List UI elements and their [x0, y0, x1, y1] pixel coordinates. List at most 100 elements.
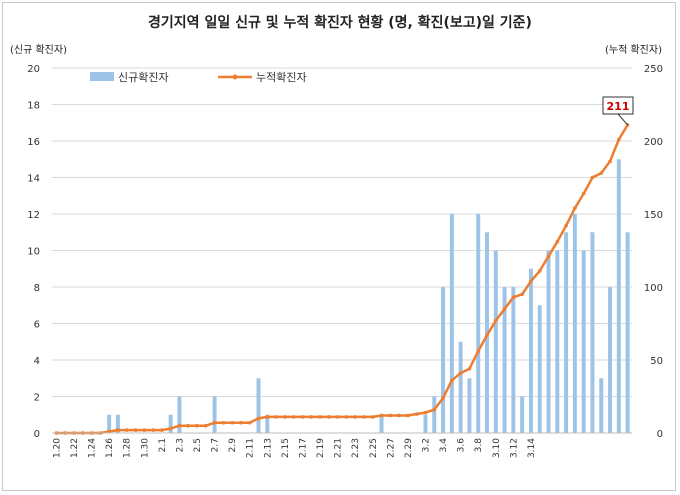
- y-axis-left-label: (신규 확진자): [10, 45, 67, 56]
- line-point: [564, 223, 568, 228]
- line-point: [493, 318, 498, 323]
- bar: [256, 378, 261, 433]
- bar: [590, 232, 595, 433]
- x-tick-label: 1.26: [105, 438, 115, 458]
- line-point: [520, 292, 524, 297]
- line-point: [133, 428, 138, 432]
- y-tick-left: 10: [27, 247, 40, 258]
- line-point: [327, 415, 331, 419]
- y-tick-left: 4: [34, 356, 40, 367]
- x-tick-label: 1.22: [70, 438, 80, 458]
- line-point: [546, 254, 551, 259]
- y-tick-left: 18: [27, 101, 40, 112]
- bar: [265, 414, 270, 433]
- x-tick-label: 1.30: [140, 438, 150, 458]
- line-point: [230, 420, 234, 425]
- line-point: [388, 413, 393, 418]
- line-point: [168, 426, 173, 431]
- line-point: [529, 279, 533, 283]
- line-point: [212, 420, 217, 425]
- legend-label-bar: 신규확진자: [118, 71, 169, 84]
- y-tick-right: 50: [650, 356, 663, 367]
- y-tick-left: 14: [27, 174, 40, 185]
- line-point: [239, 420, 243, 425]
- x-tick-label: 2.17: [298, 438, 308, 458]
- x-tick-label: 3.6: [457, 438, 467, 453]
- line-point: [485, 333, 489, 337]
- line-point: [441, 396, 445, 400]
- x-tick-label: 3.4: [439, 438, 449, 453]
- y-tick-right: 250: [644, 64, 663, 75]
- line-point: [362, 415, 366, 419]
- line-point: [581, 191, 586, 196]
- x-tick-label: 2.15: [281, 438, 291, 458]
- line-point: [335, 415, 340, 419]
- line-point: [344, 415, 349, 419]
- line-point: [502, 307, 507, 311]
- line-point: [186, 423, 191, 428]
- bar: [520, 396, 525, 433]
- legend-label-line: 누적확진자: [256, 71, 307, 84]
- x-tick-label: 2.27: [386, 438, 396, 458]
- line-point: [318, 415, 322, 419]
- line-point: [283, 415, 287, 419]
- bar: [441, 287, 446, 433]
- line-point: [537, 269, 542, 273]
- line-point: [555, 239, 560, 244]
- bar: [528, 268, 533, 433]
- y-tick-right: 0: [657, 429, 663, 440]
- bar: [476, 214, 481, 433]
- line-point: [423, 410, 428, 415]
- bar: [616, 159, 621, 433]
- y-tick-left: 16: [27, 137, 40, 148]
- line-point: [142, 428, 147, 432]
- x-tick-label: 1.28: [123, 438, 133, 458]
- y-tick-right: 100: [644, 283, 663, 294]
- line-point: [617, 137, 621, 142]
- line-point: [300, 415, 305, 419]
- bar: [625, 232, 630, 433]
- bar: [564, 232, 569, 433]
- line-point: [476, 349, 481, 354]
- callout-leader: [617, 113, 628, 126]
- bar: [493, 250, 498, 433]
- x-tick-label: 3.14: [527, 438, 537, 458]
- line-point: [353, 415, 357, 419]
- line-point: [221, 420, 226, 425]
- line-point: [608, 159, 612, 164]
- bar: [107, 414, 112, 433]
- bar: [449, 214, 454, 433]
- x-tick-label: 2.29: [404, 438, 414, 458]
- callout-box: [602, 96, 634, 115]
- x-tick-label: 2.19: [316, 438, 326, 458]
- chart-title: 경기지역 일일 신규 및 누적 확진자 현황 (명, 확진(보고)일 기준): [148, 15, 532, 31]
- x-tick-label: 2.5: [193, 438, 203, 452]
- x-tick-label: 3.10: [492, 438, 502, 458]
- x-tick-label: 3.8: [474, 438, 484, 453]
- x-tick-label: 2.25: [369, 438, 379, 458]
- line-point: [370, 415, 375, 419]
- x-tick-label: 2.13: [263, 438, 273, 458]
- bar: [599, 378, 604, 433]
- line-point: [247, 420, 252, 425]
- cumulative-line: [56, 124, 629, 435]
- line-point: [124, 428, 129, 432]
- line-point: [397, 413, 401, 418]
- y-tick-left: 6: [34, 320, 40, 331]
- x-tick-label: 2.7: [211, 438, 221, 452]
- bar: [432, 396, 437, 433]
- line-point: [458, 371, 463, 375]
- line-point: [195, 423, 199, 428]
- bar: [115, 414, 120, 433]
- callout-label: 211: [607, 100, 630, 113]
- line-point: [177, 423, 182, 428]
- bar: [572, 214, 577, 433]
- x-tick-label: 1.24: [88, 438, 98, 458]
- y-tick-left: 8: [34, 283, 40, 294]
- y-tick-right: 200: [644, 137, 663, 148]
- y-tick-left: 2: [34, 393, 40, 404]
- y-tick-left: 12: [27, 210, 40, 221]
- y-tick-left: 20: [27, 64, 40, 75]
- bar: [537, 305, 542, 433]
